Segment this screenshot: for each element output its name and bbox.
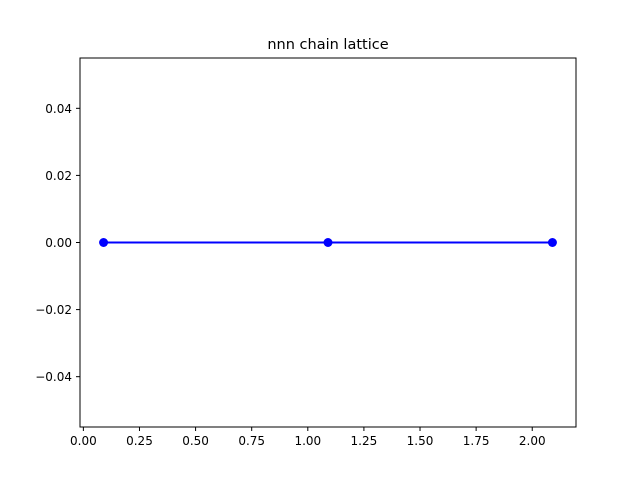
data-point	[323, 238, 333, 247]
y-tick-label: 0.04	[45, 102, 72, 116]
chart-title: nnn chain lattice	[267, 37, 388, 53]
x-tick-label: 1.75	[463, 434, 490, 448]
y-tick-label: −0.04	[35, 370, 72, 384]
x-tick-label: 0.25	[126, 434, 153, 448]
x-tick-label: 1.00	[294, 434, 321, 448]
y-tick-label: 0.00	[45, 236, 72, 250]
x-tick-label: 1.50	[407, 434, 434, 448]
x-tick-label: 0.00	[70, 434, 97, 448]
y-tick-label: 0.02	[45, 169, 72, 183]
x-tick-label: 0.50	[182, 434, 209, 448]
x-tick-label: 1.25	[351, 434, 378, 448]
data-point	[99, 238, 109, 247]
plot-area	[99, 238, 557, 247]
y-tick-label: −0.02	[35, 303, 72, 317]
axes: 0.00 0.25 0.50 0.75 1.00 1.25 1.50 1.75 2.00 −0.0…	[35, 57, 577, 448]
x-tick-label: 0.75	[238, 434, 265, 448]
x-tick-label: 2.00	[519, 434, 546, 448]
data-point	[547, 238, 557, 247]
